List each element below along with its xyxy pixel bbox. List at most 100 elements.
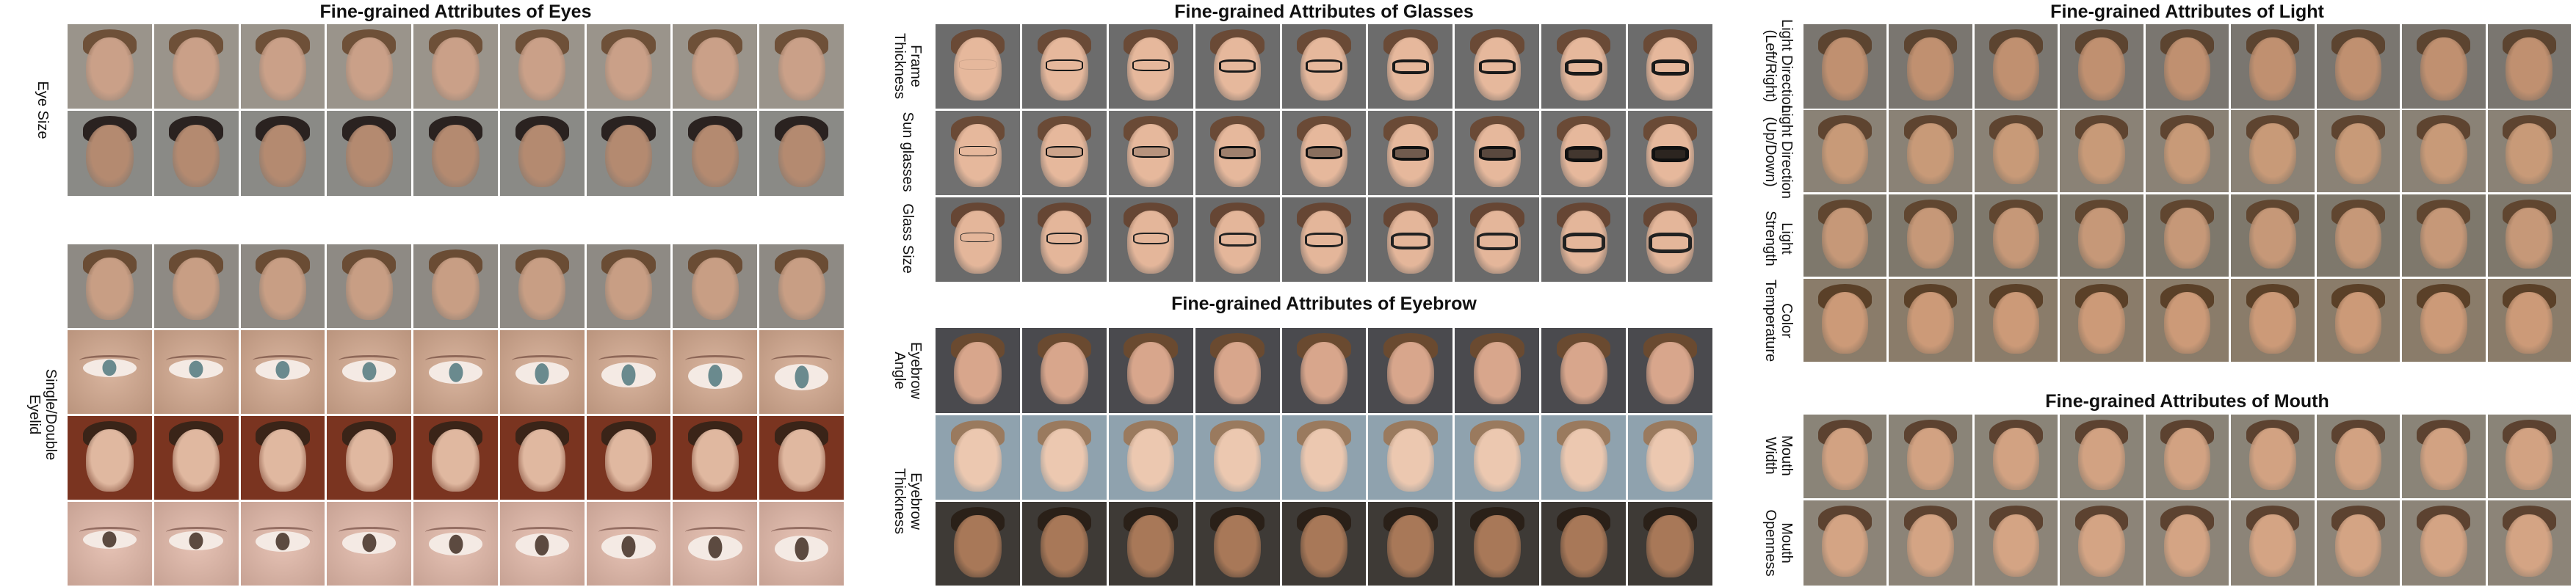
thumbnail-image bbox=[2487, 415, 2571, 498]
strip-glasses-sun bbox=[936, 111, 1713, 195]
thumbnail-image bbox=[499, 330, 585, 414]
thumbnail-image bbox=[2402, 110, 2486, 192]
thumbnail-image bbox=[68, 416, 152, 500]
mouth-panel-title: Fine-grained Attributes of Mouth bbox=[2045, 391, 2329, 412]
thumbnail-image bbox=[586, 502, 671, 586]
strip-light-lr bbox=[1803, 24, 2571, 109]
thumbnail-image bbox=[673, 244, 758, 328]
thumbnail-image bbox=[586, 330, 671, 414]
thumbnail-image bbox=[1368, 111, 1453, 195]
thumbnail-image bbox=[1803, 415, 1887, 498]
thumbnail-image bbox=[1974, 415, 2058, 498]
thumbnail-image bbox=[1803, 279, 1887, 362]
thumbnail-image bbox=[1541, 197, 1627, 282]
thumbnail-image bbox=[936, 415, 1020, 500]
thumbnail-image bbox=[240, 24, 325, 109]
thumbnail-image bbox=[1281, 24, 1367, 109]
thumbnail-image bbox=[1195, 415, 1280, 500]
light-panel-title: Fine-grained Attributes of Light bbox=[2050, 1, 2324, 22]
thumbnail-image bbox=[413, 24, 498, 109]
thumbnail-image bbox=[68, 502, 152, 586]
thumbnail-image bbox=[759, 502, 844, 586]
thumbnail-image bbox=[1541, 24, 1627, 109]
thumbnail-image bbox=[586, 111, 671, 196]
thumbnail-image bbox=[1021, 197, 1107, 282]
thumbnail-image bbox=[1021, 328, 1107, 413]
strip-light-ud bbox=[1803, 110, 2571, 192]
thumbnail-image bbox=[499, 502, 585, 586]
thumbnail-image bbox=[1021, 415, 1107, 500]
thumbnail-image bbox=[2402, 279, 2486, 362]
thumbnail-image bbox=[1021, 24, 1107, 109]
thumbnail-image bbox=[1195, 502, 1280, 586]
thumbnail-image bbox=[936, 502, 1020, 586]
thumbnail-image bbox=[1974, 24, 2058, 109]
thumbnail-image bbox=[936, 111, 1020, 195]
strip-eyebrow-thickness-2 bbox=[936, 502, 1713, 586]
eyes-panel-title: Fine-grained Attributes of Eyes bbox=[319, 1, 592, 22]
thumbnail-image bbox=[2487, 110, 2571, 192]
thumbnail-image bbox=[1974, 279, 2058, 362]
thumbnail-image bbox=[1368, 24, 1453, 109]
thumbnail-image bbox=[240, 244, 325, 328]
thumbnail-image bbox=[759, 330, 844, 414]
thumbnail-image bbox=[1021, 111, 1107, 195]
thumbnail-image bbox=[1541, 328, 1627, 413]
thumbnail-image bbox=[327, 502, 412, 586]
thumbnail-image bbox=[1455, 24, 1540, 109]
thumbnail-image bbox=[240, 502, 325, 586]
thumbnail-image bbox=[1628, 328, 1713, 413]
glasses-panel-title: Fine-grained Attributes of Glasses bbox=[1174, 1, 1474, 22]
thumbnail-image bbox=[2487, 194, 2571, 277]
thumbnail-image bbox=[1541, 111, 1627, 195]
thumbnail-image bbox=[673, 416, 758, 500]
strip-eyebrow-angle bbox=[936, 328, 1713, 413]
strip-mouth-width bbox=[1803, 415, 2571, 498]
thumbnail-image bbox=[327, 244, 412, 328]
thumbnail-image bbox=[2316, 194, 2400, 277]
thumbnail-image bbox=[2402, 24, 2486, 109]
thumbnail-image bbox=[2145, 500, 2229, 586]
thumbnail-image bbox=[759, 24, 844, 109]
thumbnail-image bbox=[1195, 111, 1280, 195]
thumbnail-image bbox=[2145, 279, 2229, 362]
thumbnail-image bbox=[1628, 24, 1713, 109]
thumbnail-image bbox=[1803, 500, 1887, 586]
thumbnail-image bbox=[327, 24, 412, 109]
thumbnail-image bbox=[499, 24, 585, 109]
thumbnail-image bbox=[499, 244, 585, 328]
thumbnail-image bbox=[1889, 500, 1972, 586]
strip-light-strength bbox=[1803, 194, 2571, 277]
thumbnail-image bbox=[240, 330, 325, 414]
thumbnail-image bbox=[153, 502, 239, 586]
thumbnail-image bbox=[2060, 24, 2143, 109]
thumbnail-image bbox=[2231, 110, 2315, 192]
thumbnail-image bbox=[1803, 194, 1887, 277]
thumbnail-image bbox=[2487, 500, 2571, 586]
thumbnail-image bbox=[759, 111, 844, 196]
thumbnail-image bbox=[1974, 110, 2058, 192]
thumbnail-image bbox=[1628, 502, 1713, 586]
thumbnail-image bbox=[499, 111, 585, 196]
thumbnail-image bbox=[2145, 24, 2229, 109]
thumbnail-image bbox=[413, 111, 498, 196]
thumbnail-image bbox=[153, 330, 239, 414]
thumbnail-image bbox=[936, 197, 1020, 282]
thumbnail-image bbox=[1541, 502, 1627, 586]
thumbnail-image bbox=[1368, 197, 1453, 282]
thumbnail-image bbox=[2316, 24, 2400, 109]
thumbnail-image bbox=[153, 416, 239, 500]
thumbnail-image bbox=[1368, 502, 1453, 586]
thumbnail-image bbox=[153, 111, 239, 196]
thumbnail-image bbox=[1108, 415, 1193, 500]
thumbnail-image bbox=[327, 111, 412, 196]
thumbnail-image bbox=[586, 24, 671, 109]
thumbnail-image bbox=[2402, 500, 2486, 586]
strip-eyebrow-thickness-1 bbox=[936, 415, 1713, 500]
strip-color-temperature bbox=[1803, 279, 2571, 362]
thumbnail-image bbox=[240, 416, 325, 500]
thumbnail-image bbox=[673, 502, 758, 586]
thumbnail-image bbox=[1628, 197, 1713, 282]
thumbnail-image bbox=[2402, 415, 2486, 498]
thumbnail-image bbox=[1281, 415, 1367, 500]
